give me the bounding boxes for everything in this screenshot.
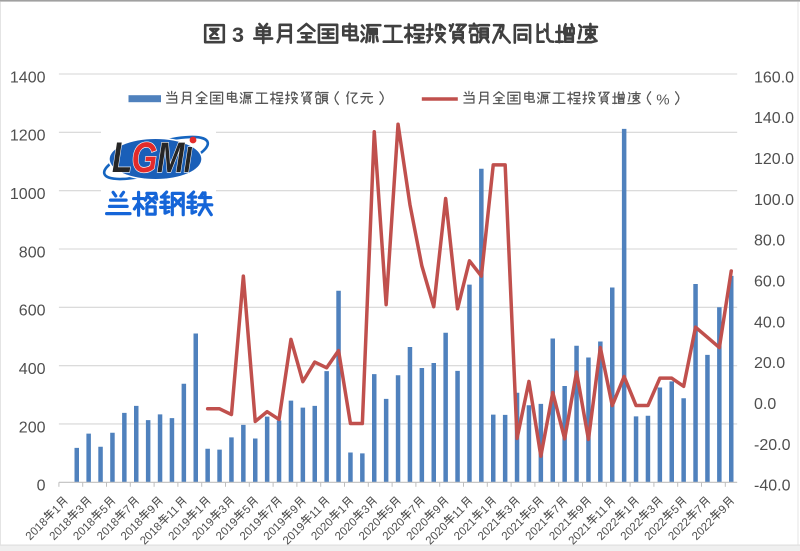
- svg-text:1000: 1000: [10, 186, 46, 203]
- svg-text:800: 800: [19, 244, 46, 261]
- svg-text:0: 0: [37, 478, 46, 495]
- svg-text:200: 200: [19, 419, 46, 436]
- svg-text:1400: 1400: [10, 69, 46, 86]
- svg-text:600: 600: [19, 303, 46, 320]
- svg-text:140.0: 140.0: [754, 110, 794, 127]
- svg-text:100.0: 100.0: [754, 192, 794, 209]
- svg-text:1200: 1200: [10, 128, 46, 145]
- svg-text:LGMI: LGMI: [112, 135, 193, 182]
- svg-text:-40.0: -40.0: [754, 478, 791, 495]
- svg-text:-20.0: -20.0: [754, 437, 791, 454]
- svg-text:40.0: 40.0: [754, 314, 785, 331]
- svg-text:0.0: 0.0: [754, 396, 776, 413]
- svg-text:80.0: 80.0: [754, 233, 785, 250]
- svg-text:120.0: 120.0: [754, 151, 794, 168]
- svg-text:60.0: 60.0: [754, 273, 785, 290]
- svg-text:%: %: [656, 91, 669, 108]
- svg-text:160.0: 160.0: [754, 69, 794, 86]
- svg-text:400: 400: [19, 361, 46, 378]
- svg-text:20.0: 20.0: [754, 355, 785, 372]
- svg-text:3: 3: [232, 22, 244, 47]
